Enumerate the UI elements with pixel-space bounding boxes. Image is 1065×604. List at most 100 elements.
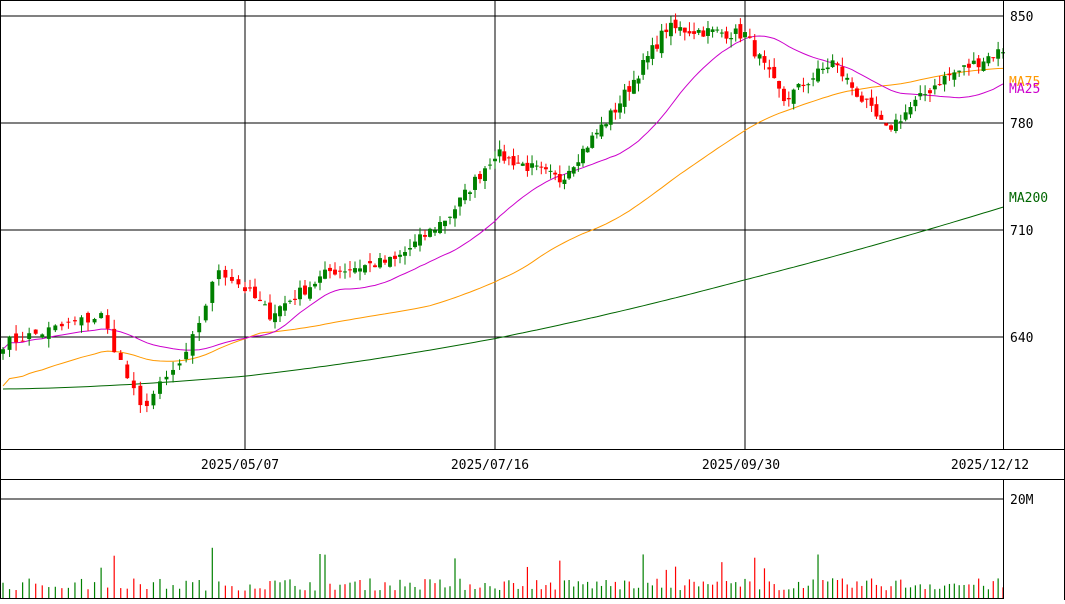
y-tick-label-780: 780 <box>1010 117 1033 132</box>
candle-body <box>378 258 382 268</box>
y-tick-label-710: 710 <box>1010 224 1033 239</box>
candle-body <box>791 89 796 104</box>
candle-body <box>801 84 806 87</box>
candle-body <box>548 170 553 172</box>
candle-body <box>581 148 585 164</box>
candle-body <box>571 167 576 174</box>
candle-body <box>942 75 947 85</box>
candle-body <box>413 241 417 248</box>
candle-body <box>762 56 767 63</box>
candle-body <box>293 298 297 300</box>
candle-body <box>283 303 287 311</box>
candle-body <box>715 29 720 31</box>
candle-body <box>458 197 462 207</box>
labels: 850 780 710 640 2025/05/07 2025/07/16 20… <box>201 10 1048 508</box>
candle-body <box>520 163 525 166</box>
candle-body <box>668 22 673 37</box>
candle-body <box>641 60 646 75</box>
candle-body <box>493 158 497 162</box>
candle-body <box>210 281 215 303</box>
candle-body <box>947 73 952 76</box>
candle-body <box>27 333 32 340</box>
candle-body <box>767 67 772 70</box>
candle-body <box>811 78 816 80</box>
candle-body <box>433 230 437 233</box>
candle-body <box>957 70 962 72</box>
candle-body <box>66 321 71 323</box>
candle-body <box>197 322 202 333</box>
candle-body <box>903 112 908 120</box>
candle-body <box>928 90 932 94</box>
candle-body <box>757 54 762 59</box>
candle-body <box>733 28 738 34</box>
candle-body <box>328 267 332 272</box>
x-tick-label-3: 2025/12/12 <box>951 458 1029 473</box>
candle-body <box>373 265 377 268</box>
candle-body <box>627 86 632 92</box>
candle-body <box>383 259 387 263</box>
candle-body <box>806 84 811 86</box>
ma25-line <box>2 35 1004 351</box>
candle-body <box>263 304 267 306</box>
candle-body <box>996 49 1001 59</box>
candle-body <box>483 168 487 181</box>
candle-body <box>618 103 622 113</box>
candle-body <box>636 78 641 84</box>
candle-body <box>567 170 572 179</box>
candle-body <box>594 132 599 135</box>
candle-body <box>585 147 590 153</box>
candle-body <box>468 192 472 194</box>
candle-body <box>855 88 859 97</box>
candle-body <box>913 99 918 107</box>
candle-body <box>423 234 427 237</box>
ma200-line <box>2 206 1004 390</box>
candle-body <box>738 24 743 39</box>
candle-body <box>879 114 884 120</box>
candle-body <box>323 269 327 279</box>
candle-body <box>253 286 257 299</box>
candle-body <box>830 60 835 68</box>
candle-body <box>190 334 195 356</box>
candle-body <box>981 61 986 71</box>
candle-body <box>418 234 422 246</box>
candle-body <box>268 302 272 320</box>
candle-body <box>747 36 752 38</box>
price-panel-border <box>0 0 1004 450</box>
candle-body <box>543 167 548 170</box>
candle-body <box>203 305 208 321</box>
candle-body <box>859 95 864 102</box>
candle-body <box>497 149 502 157</box>
candle-body <box>840 66 845 77</box>
candle-body <box>46 327 51 339</box>
candle-body <box>236 279 241 285</box>
candle-body <box>991 57 996 59</box>
candle-body <box>952 72 957 80</box>
candle-body <box>701 30 706 37</box>
candle-body <box>820 68 825 71</box>
candle-body <box>33 329 38 334</box>
candle-body <box>729 38 734 40</box>
candle-body <box>884 123 889 126</box>
candle-body <box>796 83 801 88</box>
candle-body <box>138 385 143 406</box>
candle-body <box>40 334 45 338</box>
candle-body <box>613 109 618 113</box>
candle-body <box>845 77 850 80</box>
candle-body <box>682 27 687 33</box>
candle-body <box>273 313 277 323</box>
candle-body <box>408 248 412 250</box>
candle-body <box>562 179 567 184</box>
candle-body <box>303 285 307 295</box>
candle-body <box>599 124 604 137</box>
candle-body <box>966 63 971 68</box>
candle-body <box>511 156 516 166</box>
candle-body <box>229 276 234 281</box>
candle-body <box>816 68 820 82</box>
candle-body <box>53 325 58 331</box>
moving-averages <box>2 35 1004 390</box>
candle-body <box>534 165 539 167</box>
candle-body <box>333 269 337 275</box>
y-tick-label-850: 850 <box>1010 10 1033 25</box>
